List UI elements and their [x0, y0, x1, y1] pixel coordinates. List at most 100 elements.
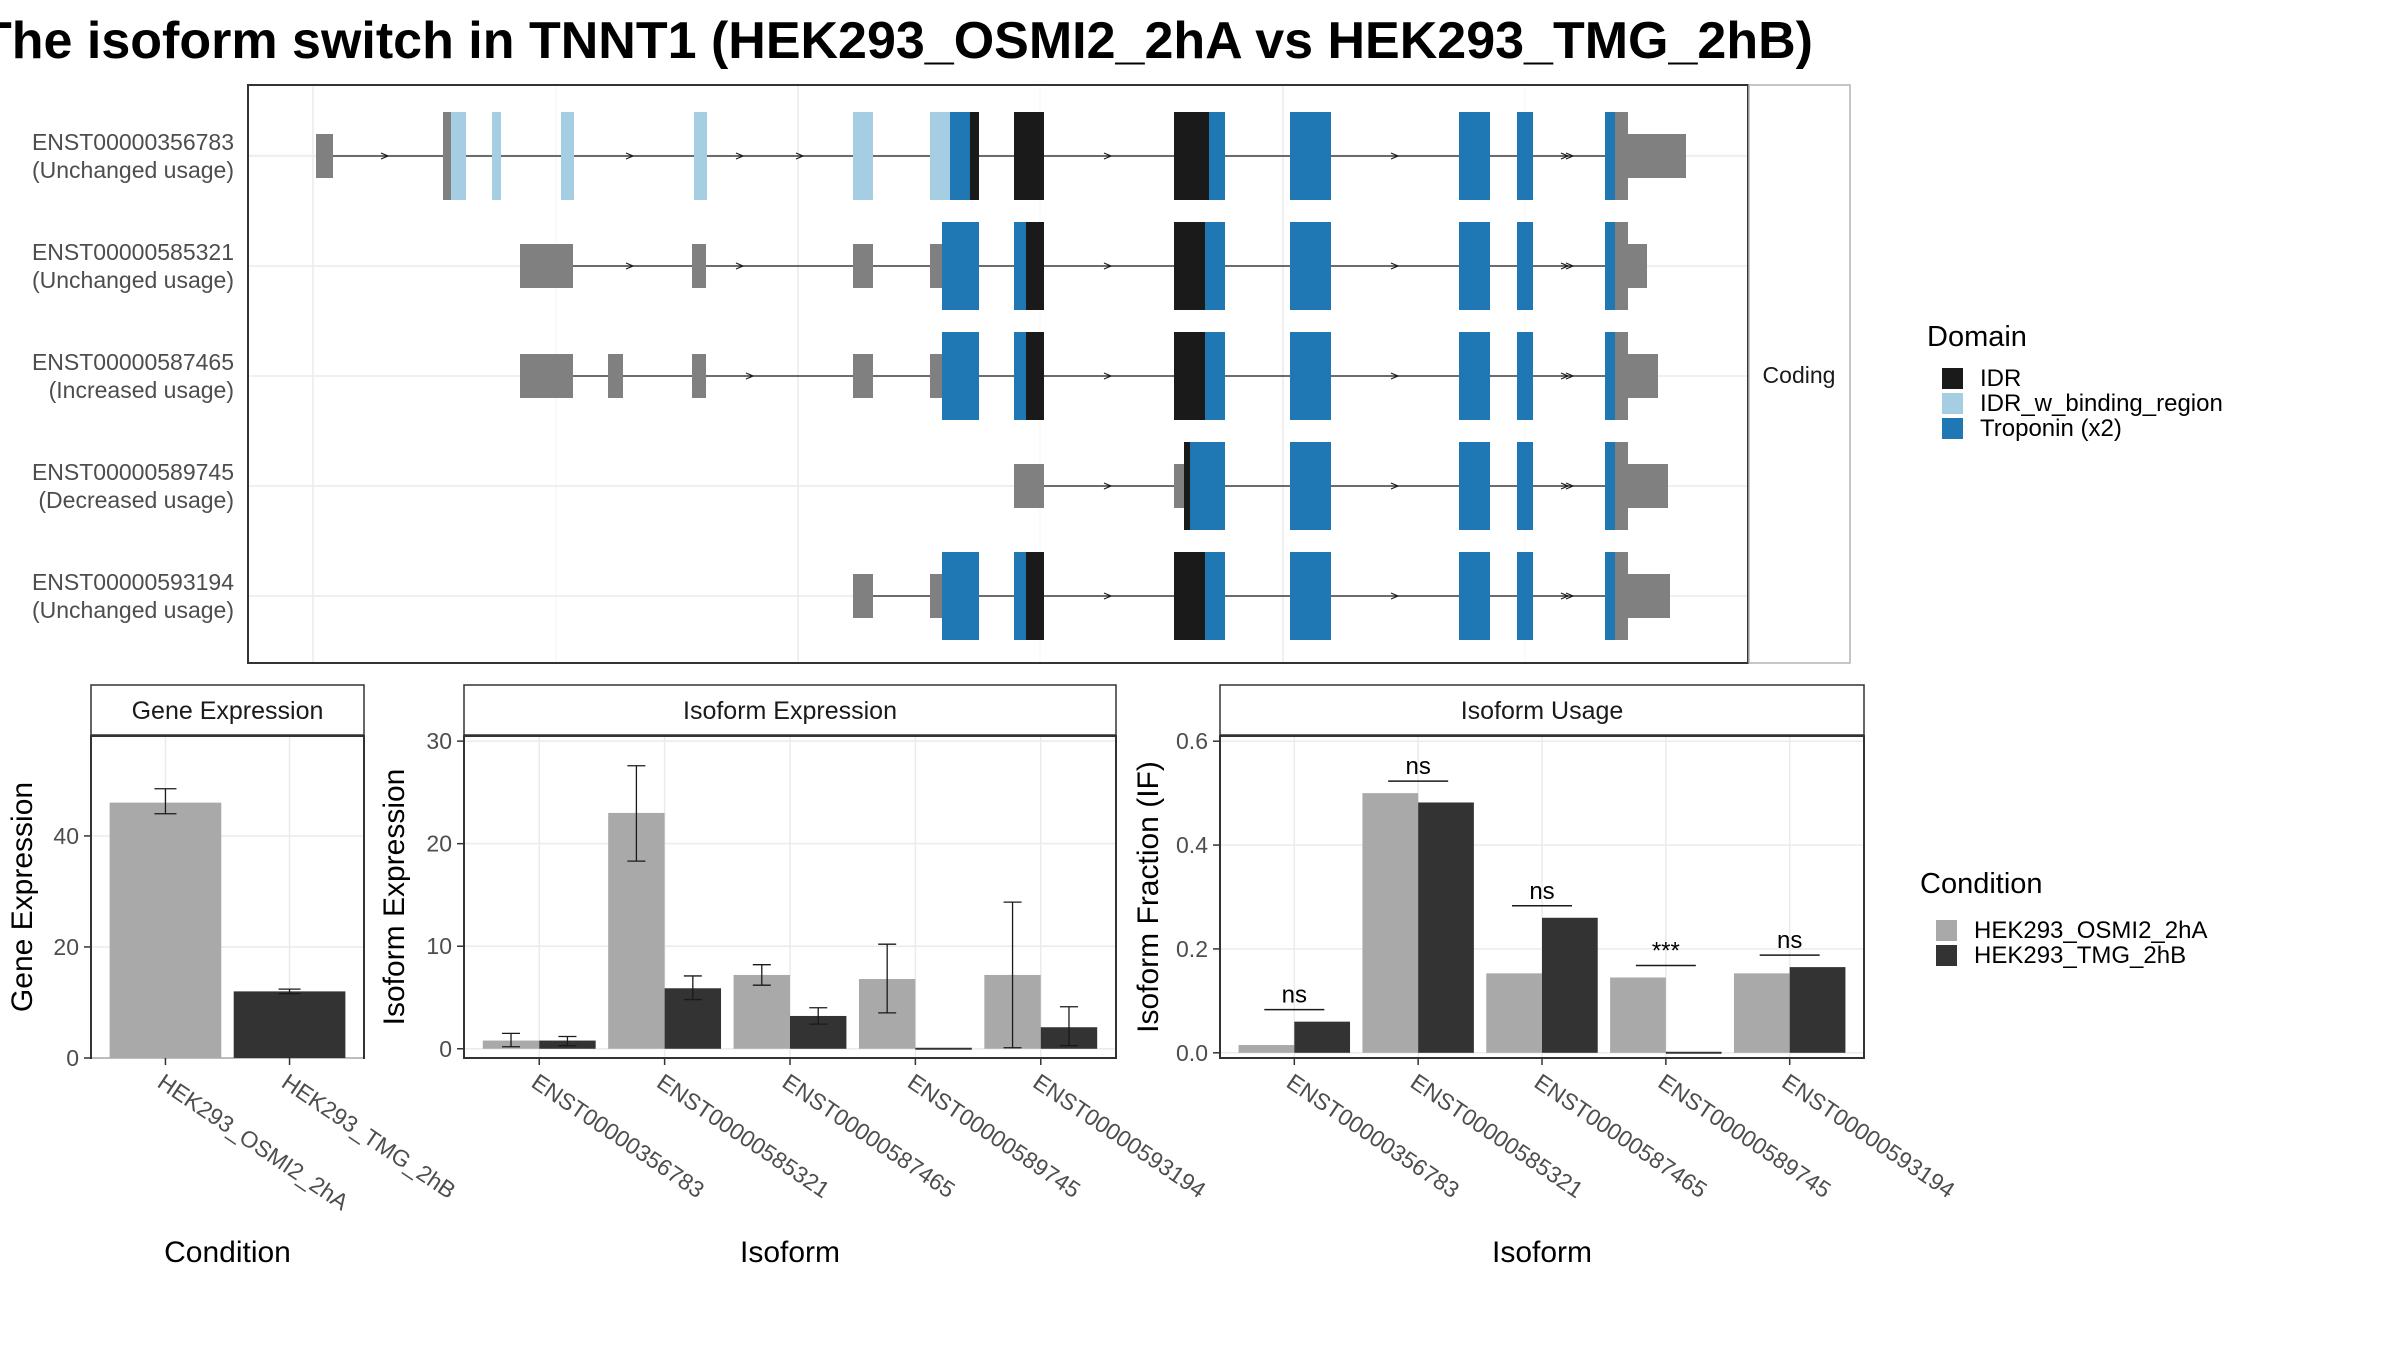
chart-title: The isoform switch in TNNT1 (HEK293_OSMI…	[0, 12, 1813, 70]
significance-label: ns	[1405, 753, 1430, 780]
exon-utr	[853, 244, 873, 288]
exon-utr	[316, 134, 333, 178]
exon-troponin	[1205, 332, 1225, 420]
y-tick-label: 0.6	[1176, 728, 1208, 754]
strand-arrow	[1560, 482, 1570, 490]
transcript-id-label: ENST00000589745	[32, 459, 234, 485]
strand-arrow	[1103, 592, 1113, 600]
strand-arrow	[745, 372, 755, 380]
bar	[1418, 802, 1474, 1053]
bar	[1733, 973, 1790, 1053]
y-axis-label: Isoform Expression	[378, 769, 411, 1026]
legend-key-condition-2	[1936, 945, 1957, 966]
significance-label: ***	[1652, 938, 1680, 965]
exon-troponin	[942, 222, 979, 310]
exon-troponin	[1290, 552, 1331, 640]
y-tick-label: 0	[66, 1045, 79, 1071]
y-tick-label: 0.2	[1176, 936, 1208, 962]
exon-troponin	[1517, 552, 1533, 640]
exon-idr	[1174, 332, 1205, 420]
strand-arrow	[1565, 152, 1575, 160]
significance-label: ns	[1777, 927, 1802, 954]
exon-idr	[1184, 442, 1190, 530]
exon-troponin	[1014, 222, 1026, 310]
strand-arrow	[1390, 592, 1400, 600]
exon-idr-w-binding	[930, 112, 950, 200]
exon-utr	[1615, 222, 1628, 310]
y-tick-label: 40	[53, 823, 79, 849]
exon-utr	[443, 112, 451, 200]
exon-idr-w-binding	[456, 112, 466, 200]
transcript-usage-label: (Unchanged usage)	[32, 597, 234, 623]
strand-arrow	[1390, 262, 1400, 270]
x-axis-label: Isoform	[740, 1236, 840, 1269]
exon-utr	[1628, 574, 1670, 618]
exon-troponin	[1605, 442, 1615, 530]
transcript-track-ENST00000589745	[1014, 442, 1668, 530]
legend-label: HEK293_TMG_2hB	[1974, 942, 2186, 969]
exon-utr	[1174, 464, 1184, 508]
transcript-id-label: ENST00000356783	[32, 129, 234, 155]
exon-troponin	[1605, 112, 1615, 200]
strand-arrow	[1390, 482, 1400, 490]
exon-troponin	[1459, 442, 1490, 530]
exon-troponin	[1459, 552, 1490, 640]
bar	[1789, 967, 1846, 1053]
bar	[733, 974, 790, 1049]
strand-arrow	[625, 152, 635, 160]
exon-troponin	[1290, 222, 1331, 310]
strand-arrow	[1565, 482, 1575, 490]
panel-strip-label: Gene Expression	[132, 697, 324, 725]
significance-label: ns	[1282, 982, 1307, 1009]
legend-key-idr	[1942, 368, 1963, 389]
exon-utr	[1615, 112, 1628, 200]
transcript-id-label: ENST00000593194	[32, 569, 234, 595]
legend-key-idr-w-binding-region	[1942, 393, 1963, 414]
legend-key-troponin-x2-	[1942, 418, 1963, 439]
exon-utr	[520, 354, 573, 398]
exon-utr	[1628, 464, 1668, 508]
strand-arrow	[380, 152, 390, 160]
exon-utr	[520, 244, 573, 288]
exon-troponin	[1605, 222, 1615, 310]
exon-troponin	[1459, 332, 1490, 420]
transcript-usage-label: (Unchanged usage)	[32, 157, 234, 183]
y-tick-label: 20	[53, 934, 79, 960]
exon-utr	[930, 574, 942, 618]
legend-label: HEK293_OSMI2_2hA	[1974, 917, 2207, 944]
strand-arrow	[1560, 262, 1570, 270]
exon-idr	[970, 112, 979, 200]
structure-strip-label: Coding	[1763, 362, 1836, 388]
strand-arrow	[1390, 152, 1400, 160]
y-axis-label: Isoform Fraction (IF)	[1132, 761, 1165, 1033]
transcript-track-ENST00000587465	[520, 332, 1658, 420]
bar	[1238, 1045, 1295, 1053]
exon-troponin	[1605, 552, 1615, 640]
panel-strip-label: Isoform Expression	[683, 697, 897, 725]
exon-utr	[930, 354, 942, 398]
y-axis-label: Gene Expression	[6, 782, 39, 1012]
strand-arrow	[1103, 152, 1113, 160]
exon-troponin	[1517, 222, 1533, 310]
exon-idr	[1174, 552, 1205, 640]
exon-idr	[1026, 552, 1044, 640]
exon-troponin	[1290, 332, 1331, 420]
exon-troponin	[1290, 442, 1331, 530]
exon-troponin	[1459, 112, 1490, 200]
transcript-track-ENST00000585321	[520, 222, 1647, 310]
exon-troponin	[1014, 552, 1026, 640]
strand-arrow	[1560, 372, 1570, 380]
strand-arrow	[1103, 372, 1113, 380]
bar	[1294, 1021, 1351, 1053]
bar	[1610, 977, 1666, 1053]
panel-strip	[90, 684, 365, 736]
y-tick-label: 0.4	[1176, 832, 1208, 858]
exon-utr	[853, 574, 873, 618]
exon-idr	[1174, 112, 1209, 200]
strand-arrow	[1565, 592, 1575, 600]
bar	[1486, 973, 1542, 1053]
strand-arrow	[795, 152, 805, 160]
exon-utr	[1615, 332, 1628, 420]
x-axis-label: Condition	[164, 1236, 291, 1269]
